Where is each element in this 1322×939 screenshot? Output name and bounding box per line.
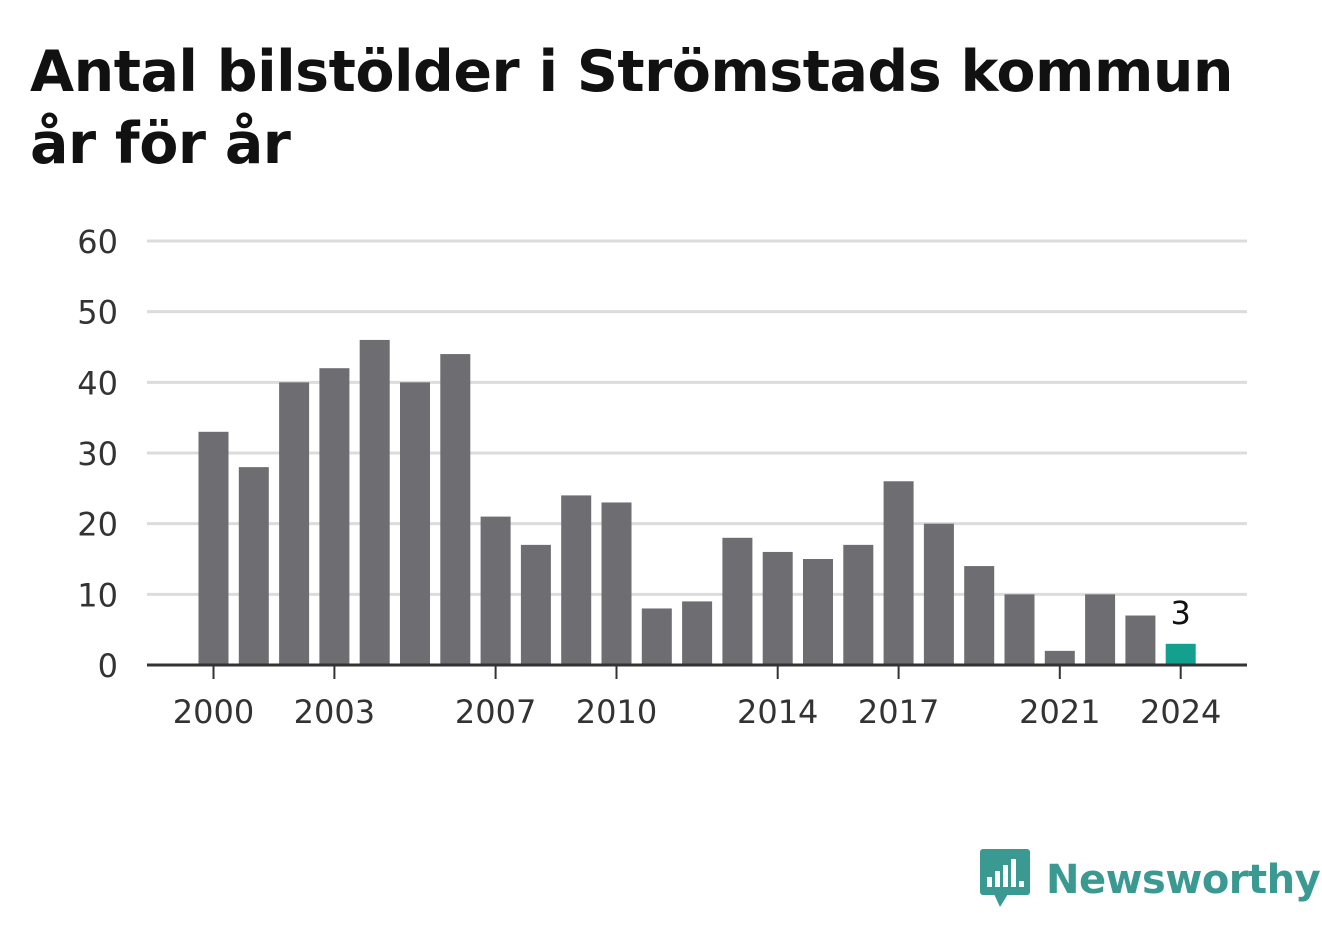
bar-2021 <box>1044 650 1075 665</box>
bar-2005 <box>400 382 430 665</box>
data-labels: 3 <box>1171 594 1191 632</box>
bar-2018 <box>923 523 954 665</box>
bar-2023 <box>1125 615 1156 665</box>
y-tick-label: 0 <box>98 647 118 685</box>
bar-2010 <box>601 502 632 665</box>
brand-name: Newsworthy <box>1046 857 1321 903</box>
bar-2019 <box>964 566 995 665</box>
bar-2014 <box>762 551 793 665</box>
bar-2000 <box>198 431 229 665</box>
bar-2003 <box>319 368 350 665</box>
bar-2001 <box>238 467 269 665</box>
bar-2007 <box>480 516 511 665</box>
bar-2013 <box>722 537 753 665</box>
brand-logo: Newsworthy <box>980 848 1321 912</box>
bar-2024 <box>1165 643 1196 665</box>
data-label: 3 <box>1171 594 1191 632</box>
bar-2002 <box>279 382 310 665</box>
x-tick-label: 2014 <box>737 693 818 731</box>
bar-2008 <box>520 544 551 665</box>
bar-2006 <box>440 354 471 665</box>
bar-2011 <box>641 608 672 665</box>
bar-2017 <box>883 481 914 665</box>
bar-2004 <box>359 339 390 665</box>
y-tick-label: 10 <box>77 576 118 614</box>
gridlines <box>147 239 1247 596</box>
x-tick-label: 2024 <box>1140 693 1221 731</box>
x-tick-label: 2003 <box>294 693 375 731</box>
y-tick-label: 50 <box>77 294 118 332</box>
x-tick-label: 2000 <box>173 693 254 731</box>
y-tick-label: 20 <box>77 506 118 544</box>
y-tick-label: 30 <box>77 435 118 473</box>
bar-2022 <box>1085 594 1116 665</box>
x-tick-label: 2017 <box>858 693 939 731</box>
bars <box>198 339 1196 665</box>
bar-2009 <box>561 495 592 665</box>
chart-title: Antal bilstölder i Strömstads kommun år … <box>30 39 1234 177</box>
x-tick-label: 2007 <box>455 693 536 731</box>
y-axis-tick-labels: 0 10 20 30 40 50 60 <box>77 223 118 685</box>
x-axis-ticks: 2000 2003 2007 2010 2014 2017 2021 2024 <box>173 665 1221 731</box>
x-tick-label: 2010 <box>576 693 657 731</box>
bar-2016 <box>843 544 874 665</box>
y-tick-label: 60 <box>77 223 118 261</box>
bar-2012 <box>682 601 713 665</box>
bar-2015 <box>803 559 833 665</box>
bar-chart-speech-bubble-icon <box>980 849 1030 907</box>
bar-2020 <box>1004 594 1035 665</box>
y-tick-label: 40 <box>77 364 118 402</box>
x-tick-label: 2021 <box>1019 693 1100 731</box>
